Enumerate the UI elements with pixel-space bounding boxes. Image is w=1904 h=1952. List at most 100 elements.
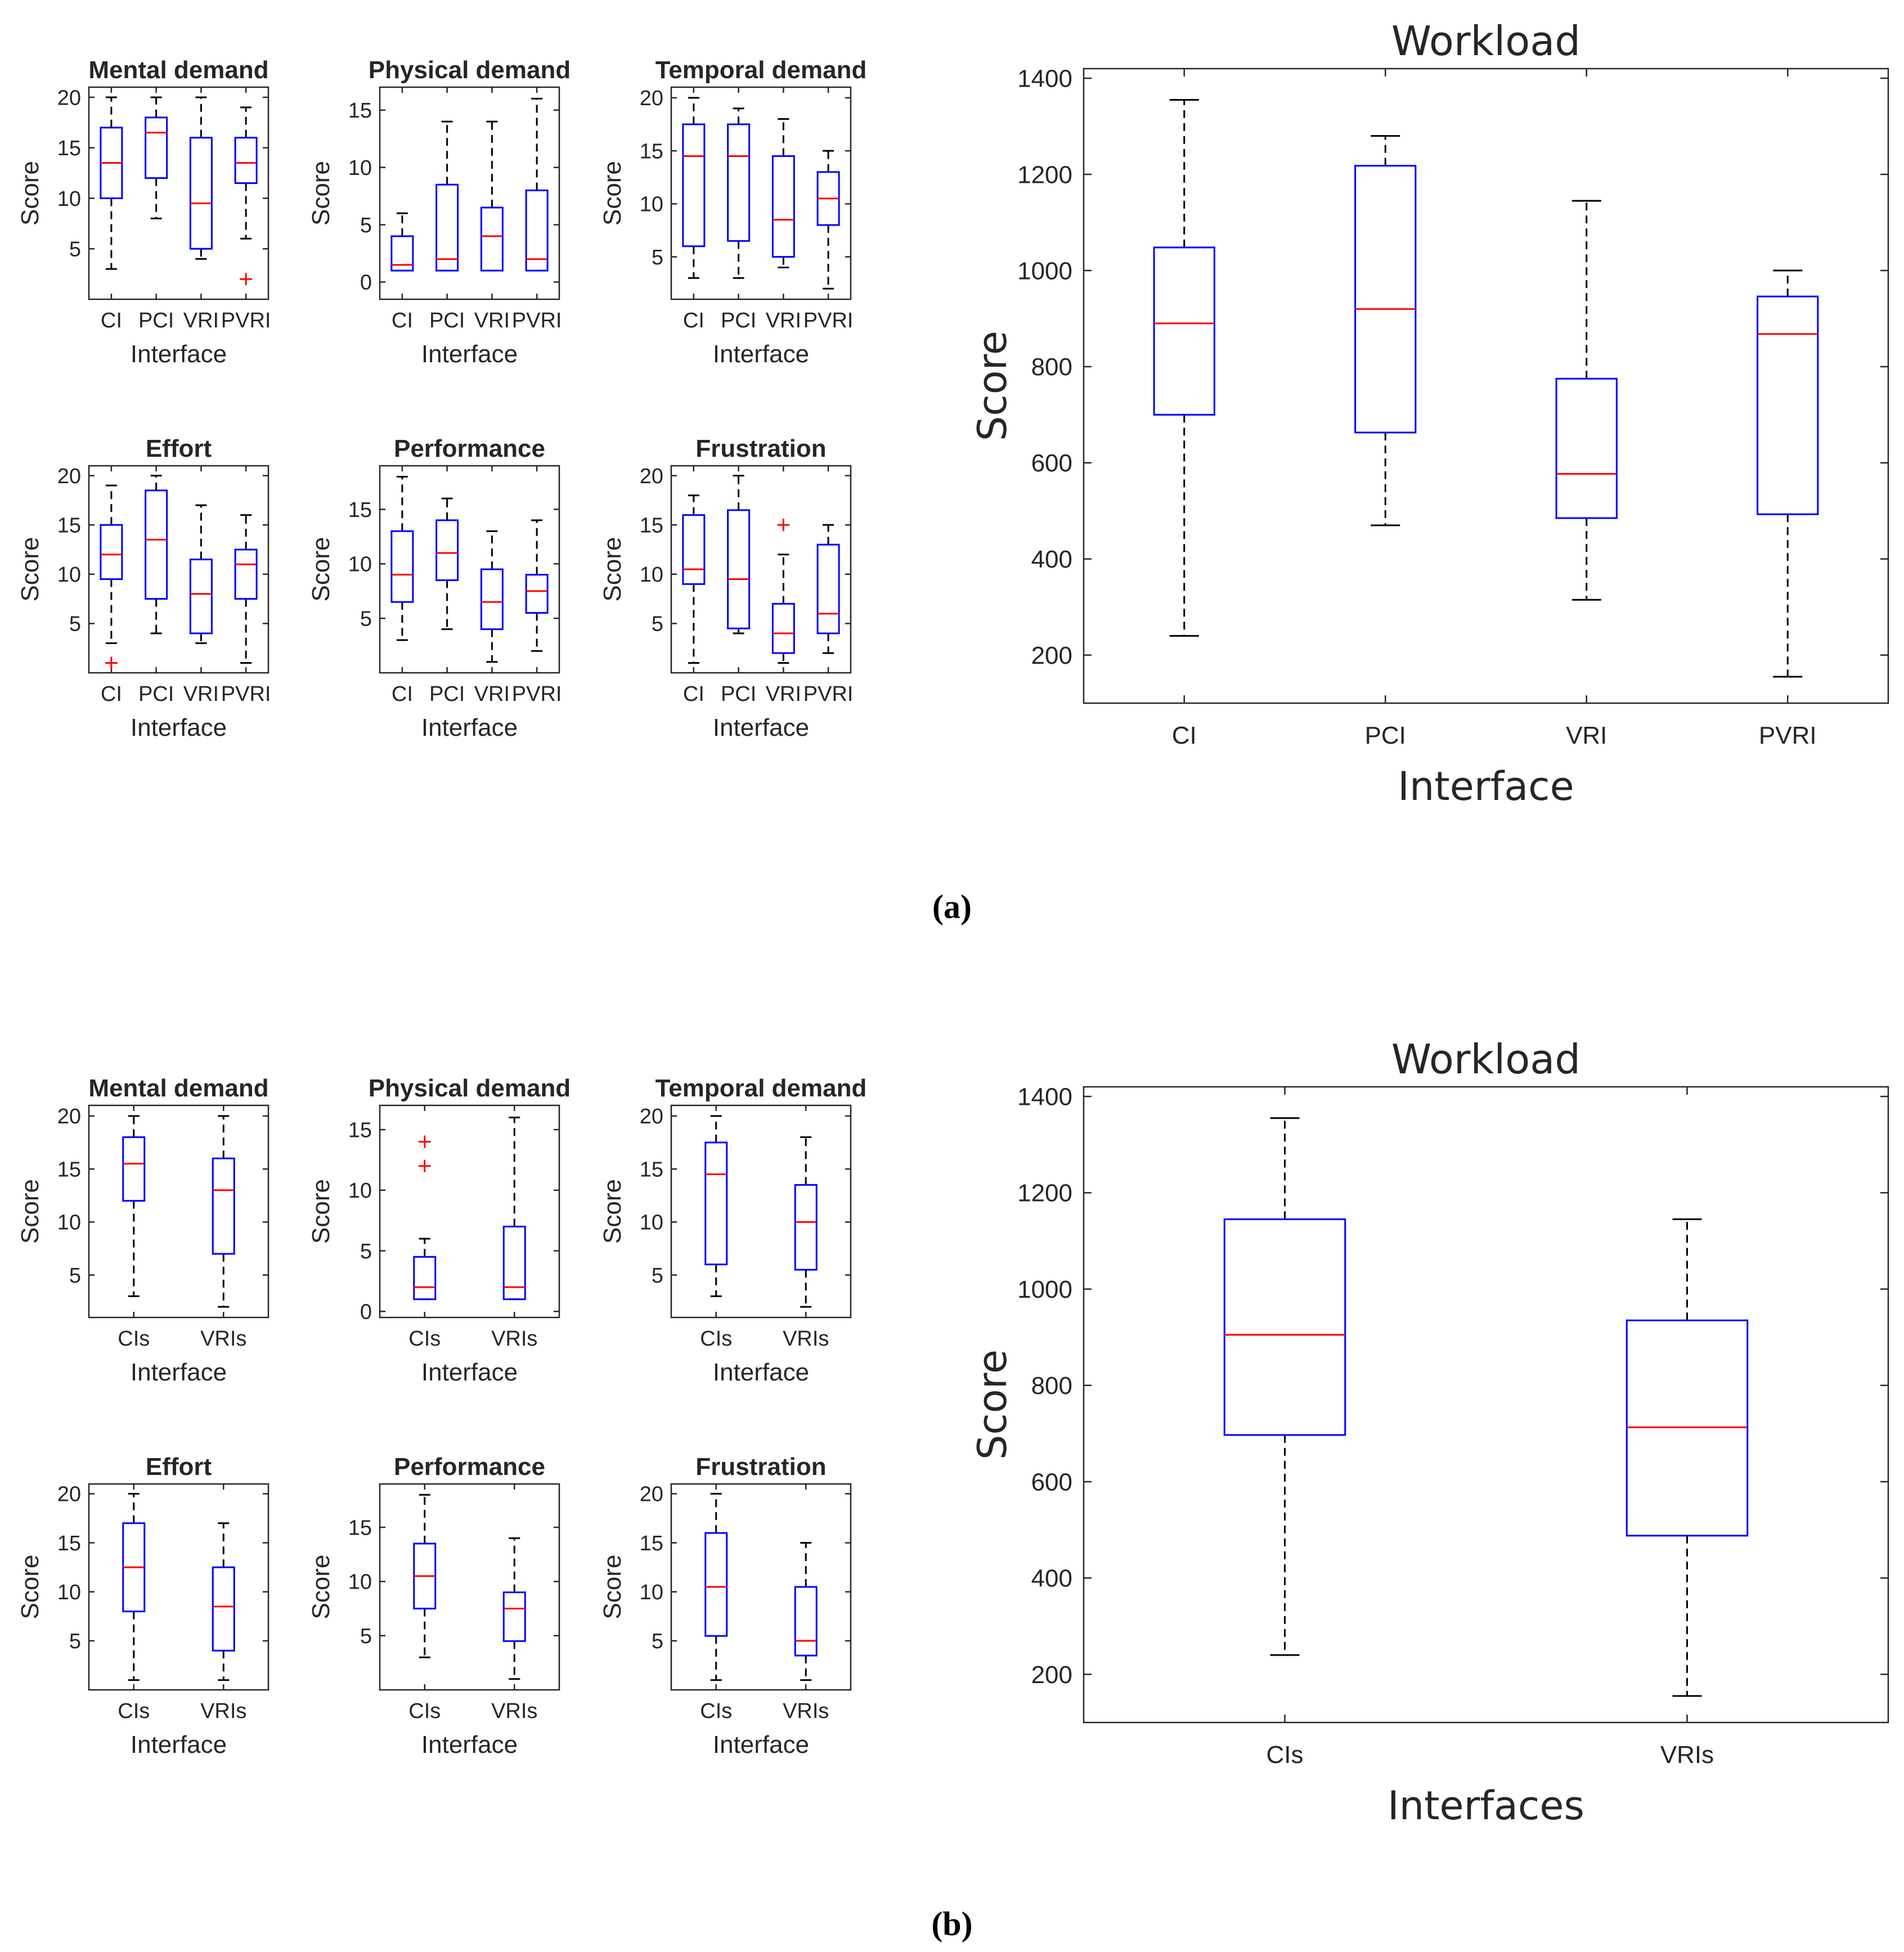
x-tick-label: CI: [392, 682, 413, 706]
chart-a-effort: 5 10 15 20 CI PCI VRI PVRI Effort Interface Score: [16, 435, 271, 741]
iqr-box: [682, 514, 706, 585]
box-ci: [682, 97, 706, 279]
y-tick-label: 15: [57, 1532, 81, 1555]
iqr-box: [1223, 1218, 1346, 1436]
box-pvri: [816, 150, 840, 290]
iqr-box: [390, 530, 414, 603]
chart-title: Mental demand: [88, 1074, 268, 1102]
box-pci: [145, 475, 168, 635]
box-cis: [122, 1492, 146, 1681]
iqr-box: [435, 183, 459, 272]
y-tick-label: 5: [69, 1630, 81, 1653]
y-tick-label: 200: [1031, 1661, 1072, 1689]
box-pvri: [525, 97, 549, 272]
x-tick-label: CIs: [118, 1327, 150, 1351]
y-tick-label: 5: [360, 607, 372, 631]
chart-title: Physical demand: [369, 1074, 571, 1102]
box-pvri: [234, 514, 258, 664]
y-tick-label: 20: [57, 1105, 81, 1128]
y-tick-label: 10: [640, 1211, 663, 1235]
box-ci: [1153, 99, 1215, 637]
x-tick-label: VRIs: [783, 1699, 829, 1723]
box-pci: [435, 497, 459, 631]
box-cis: [1223, 1117, 1346, 1656]
y-tick-label: 1000: [1017, 1276, 1072, 1303]
outlier-marker: [105, 656, 118, 669]
iqr-box: [771, 602, 795, 654]
iqr-box: [794, 1586, 818, 1657]
iqr-box: [234, 548, 258, 600]
x-tick-label: PVRI: [803, 309, 854, 332]
chart-a-temporal: 5 10 15 20 CI PCI VRI PVRI Temporal demand Interf…: [599, 56, 866, 368]
box-ci: [100, 96, 123, 270]
y-tick-label: 5: [69, 1264, 81, 1288]
box-vri: [480, 530, 504, 663]
box-pci: [1354, 135, 1417, 527]
x-axis-label: Interface: [421, 340, 518, 368]
x-axis-label: Interface: [1398, 763, 1574, 809]
y-tick-label: 20: [640, 87, 663, 110]
y-tick-label: 10: [640, 193, 663, 217]
box-ci: [390, 475, 414, 641]
y-tick-label: 5: [652, 1264, 663, 1288]
axes-frame: [670, 465, 852, 674]
y-tick-label: 5: [360, 214, 372, 237]
box-vris: [212, 1522, 235, 1681]
iqr-box: [704, 1532, 728, 1637]
y-tick-label: 800: [1031, 353, 1072, 381]
iqr-box: [794, 1184, 818, 1271]
iqr-box: [122, 1136, 146, 1202]
x-tick-label: VRIs: [1660, 1741, 1714, 1769]
x-tick-label: CI: [683, 682, 704, 706]
y-axis-label: Score: [307, 537, 335, 602]
y-tick-label: 5: [69, 613, 81, 636]
y-axis-label: Score: [16, 161, 44, 226]
x-tick-label: PVRI: [221, 682, 271, 706]
box-ci: [390, 212, 414, 272]
y-tick-label: 20: [640, 1105, 663, 1128]
chart-title: Mental demand: [88, 56, 268, 84]
iqr-box: [212, 1157, 235, 1255]
y-tick-label: 10: [348, 1179, 372, 1203]
x-axis-label: Interfaces: [1387, 1783, 1584, 1829]
x-tick-label: VRI: [1566, 722, 1607, 749]
x-tick-label: CIs: [700, 1327, 732, 1351]
y-tick-label: 10: [57, 187, 81, 211]
y-tick-label: 15: [640, 1532, 663, 1555]
y-tick-label: 0: [360, 271, 372, 295]
chart-a-workload: 200 400 600 800 1000 1200 1400 CI PCI VRI PVRI Work…: [969, 17, 1889, 809]
y-tick-label: 1200: [1017, 1180, 1072, 1207]
chart-title: Performance: [394, 1453, 545, 1481]
x-axis-label: Interface: [713, 340, 809, 368]
chart-a-frustration: 5 10 15 20 CI PCI VRI PVRI Frustration Interface S…: [599, 435, 853, 741]
box-cis: [704, 1115, 728, 1297]
x-axis-label: Interface: [131, 714, 227, 741]
y-axis-label: Score: [16, 1555, 44, 1620]
caption-a: (a): [932, 888, 972, 925]
chart-title: Frustration: [695, 1453, 826, 1481]
x-axis-label: Interface: [131, 1359, 227, 1386]
iqr-box: [525, 574, 549, 614]
y-tick-label: 10: [348, 553, 372, 577]
box-pvri: [1757, 269, 1819, 678]
box-cis: [413, 1135, 437, 1301]
y-tick-label: 600: [1031, 1468, 1072, 1496]
x-tick-label: PCI: [721, 309, 756, 332]
axes-frame: [379, 1104, 560, 1319]
chart-a-mental: 5 10 15 20 CI PCI VRI PVRI Mental demand Interfac…: [16, 56, 271, 368]
y-tick-label: 5: [652, 613, 663, 636]
box-pci: [145, 96, 168, 219]
y-tick-label: 15: [57, 137, 81, 160]
x-tick-label: PVRI: [221, 309, 271, 332]
y-tick-label: 15: [348, 498, 372, 522]
y-axis-label: Score: [307, 1179, 335, 1244]
y-axis-label: Score: [307, 1555, 335, 1620]
chart-title: Physical demand: [369, 56, 571, 84]
iqr-box: [816, 543, 840, 635]
y-axis-label: Score: [969, 1350, 1016, 1460]
axes-frame: [88, 465, 270, 674]
x-tick-label: CI: [101, 309, 122, 332]
x-tick-label: VRIs: [491, 1327, 537, 1351]
box-cis: [704, 1492, 728, 1681]
y-tick-label: 10: [640, 563, 663, 587]
